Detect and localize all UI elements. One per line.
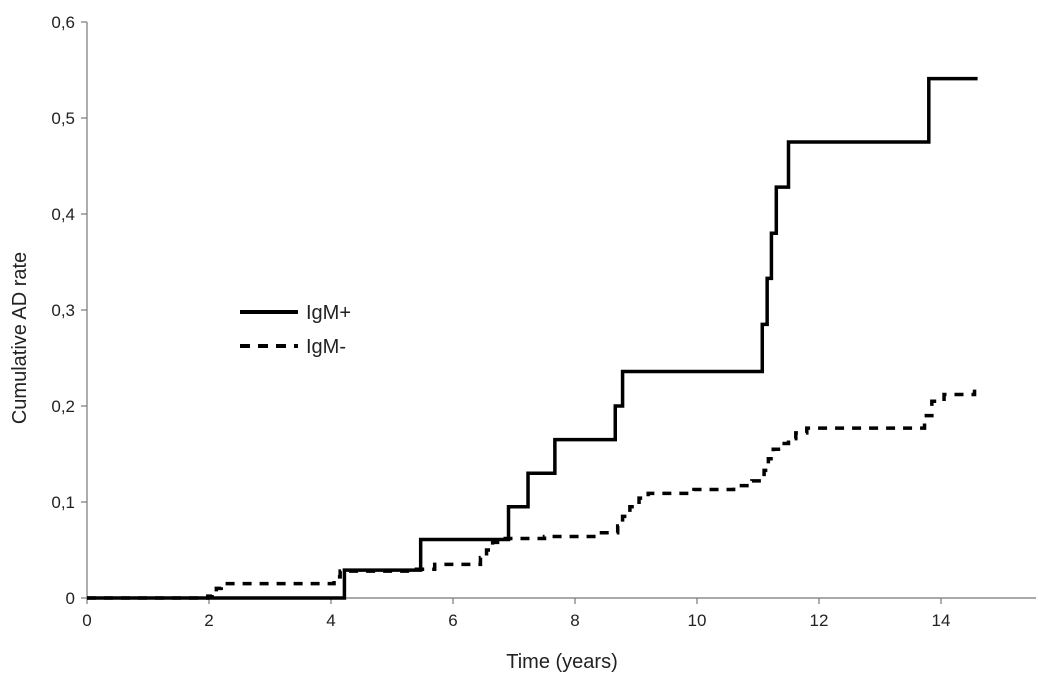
x-tick-label: 12 — [810, 611, 829, 630]
tick-labels: 0 2 4 6 8 10 12 14 0 0,1 0,2 0,3 0,4 0,5 0,6 — [51, 13, 950, 630]
x-axis-title: Time (years) — [506, 651, 617, 673]
series-lines — [87, 76, 978, 600]
y-tick-label: 0,3 — [51, 301, 75, 320]
y-tick-label: 0,4 — [51, 205, 75, 224]
y-tick-label: 0,2 — [51, 397, 75, 416]
series-line-igm-minus — [87, 389, 977, 600]
x-tick-label: 10 — [688, 611, 707, 630]
series-line-igm-plus — [87, 76, 978, 600]
y-tick-label: 0,1 — [51, 493, 75, 512]
y-tick-label: 0 — [66, 589, 75, 608]
legend: IgM+ IgM- — [240, 302, 351, 358]
x-tick-label: 8 — [570, 611, 579, 630]
y-tick-label: 0,6 — [51, 13, 75, 32]
x-tick-label: 14 — [932, 611, 951, 630]
x-tick-label: 4 — [326, 611, 335, 630]
y-axis-title: Cumulative AD rate — [9, 252, 31, 424]
axes — [81, 21, 1036, 604]
legend-label-igm-minus: IgM- — [306, 336, 346, 358]
legend-label-igm-plus: IgM+ — [306, 302, 351, 324]
y-tick-label: 0,5 — [51, 109, 75, 128]
x-tick-label: 0 — [82, 611, 91, 630]
x-tick-label: 6 — [448, 611, 457, 630]
x-tick-label: 2 — [204, 611, 213, 630]
